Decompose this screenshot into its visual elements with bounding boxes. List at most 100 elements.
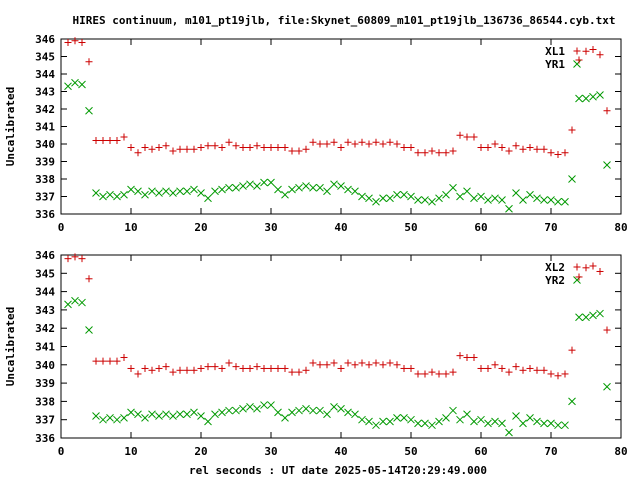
panel-1-series-1-point bbox=[519, 145, 527, 153]
panel-2-series-2-point bbox=[589, 311, 597, 320]
panel-1-series-1-point bbox=[596, 51, 604, 59]
panel-1-series-2-point bbox=[449, 183, 457, 192]
panel-2-series-1-point bbox=[596, 267, 604, 275]
panel-2-series-1-point bbox=[379, 361, 387, 369]
panel-2-series-1-point bbox=[197, 364, 205, 372]
panel-1-series-2-point bbox=[603, 161, 611, 169]
panel-2-legend-marker bbox=[573, 263, 581, 271]
panel-1-series-1-point bbox=[407, 144, 415, 151]
panel-2-series-2-point bbox=[456, 415, 464, 424]
panel-2-series-1-point bbox=[169, 368, 177, 376]
panel-2-series-2-point bbox=[274, 408, 282, 417]
panel-2-series-2-point bbox=[64, 300, 72, 309]
panel-2-series-1-point bbox=[533, 366, 541, 374]
panel-1-series-1-point bbox=[106, 137, 114, 144]
panel-1-series-1-point bbox=[204, 142, 212, 150]
panel-2-series-1-point bbox=[281, 364, 289, 372]
panel-2-series-1-point bbox=[183, 366, 191, 374]
panel-1-series-2-point bbox=[134, 187, 142, 196]
panel-1-series-2-point bbox=[106, 190, 114, 199]
panel-2-series-1-point bbox=[337, 364, 345, 372]
panel-1-series-1-point bbox=[351, 140, 359, 148]
panel-1-y-tick-label: 339 bbox=[35, 156, 55, 169]
panel-1-series-1-point bbox=[281, 144, 289, 151]
panel-2-series-2-point bbox=[554, 421, 562, 430]
panel-2-y-tick-label: 340 bbox=[35, 359, 55, 372]
panel-2-series-2-point bbox=[470, 417, 478, 426]
panel-1-series-2-point bbox=[141, 190, 149, 199]
panel-1-series-1-point bbox=[547, 149, 555, 157]
panel-1-series-1-point bbox=[477, 144, 485, 151]
panel-1-series-1-point bbox=[288, 147, 296, 155]
panel-1-series-1-point bbox=[603, 107, 611, 115]
panel-2-y-tick-label: 342 bbox=[35, 322, 55, 335]
panel-2-series-2-point bbox=[211, 410, 219, 419]
panel-2-series-1-point bbox=[582, 264, 590, 272]
panel-1-x-tick-label: 50 bbox=[404, 221, 417, 234]
panel-1-series-1-point bbox=[498, 144, 506, 151]
panel-1-series-1-point bbox=[71, 37, 79, 45]
panel-2-series-2-point bbox=[148, 410, 156, 419]
panel-2-series-1-point bbox=[568, 346, 576, 354]
panel-1-series-2-point bbox=[554, 197, 562, 206]
panel-1-series-1-point bbox=[386, 138, 394, 146]
panel-1-series-2-point bbox=[491, 194, 499, 203]
panel-2-series-1-point bbox=[344, 359, 352, 367]
panel-2-series-2-point bbox=[99, 415, 107, 424]
panel-1-series-2-point bbox=[428, 197, 436, 206]
panel-1-series-2-point bbox=[71, 78, 79, 87]
panel-2-series-2-point bbox=[113, 415, 121, 424]
panel-2-series-1-point bbox=[211, 363, 219, 371]
panel-1-series-2-point bbox=[596, 91, 604, 99]
panel-1-series-1-point bbox=[365, 140, 373, 148]
panel-1-series-1-point bbox=[295, 147, 303, 155]
panel-1-series-1-point bbox=[400, 144, 408, 151]
panel-1-series-1-point bbox=[414, 149, 422, 157]
panel-2-series-2-point bbox=[302, 404, 310, 413]
panel-2-series-2-point bbox=[540, 419, 548, 428]
panel-2-series-2-point bbox=[463, 410, 471, 419]
panel-1-series-2-point bbox=[379, 194, 387, 203]
panel-1-x-tick-label: 80 bbox=[614, 221, 627, 234]
panel-1-series-1-point bbox=[568, 126, 576, 134]
panel-2-series-1-point bbox=[575, 273, 583, 281]
panel-2-legend-label: XL2 bbox=[545, 261, 565, 274]
panel-1-series-2-point bbox=[393, 190, 401, 199]
panel-1-series-2-point bbox=[113, 192, 121, 201]
panel-2-series-1-point bbox=[540, 366, 548, 374]
panel-2-series-2-point bbox=[232, 406, 240, 415]
panel-1-series-1-point bbox=[267, 144, 275, 151]
panel-1-series-1-point bbox=[169, 147, 177, 155]
panel-1-series-2-point bbox=[323, 187, 331, 196]
panel-1-series-1-point bbox=[533, 145, 541, 153]
panel-2-series-1-point bbox=[225, 359, 233, 367]
panel-2-series-1-point bbox=[176, 366, 184, 374]
panel-1-series-2-point bbox=[526, 190, 534, 199]
panel-2-series-2-point bbox=[435, 417, 443, 426]
panel-2-series-2-point bbox=[449, 406, 457, 415]
panel-1-series-2-point bbox=[505, 204, 513, 213]
panel-2-series-2-point bbox=[162, 410, 170, 419]
panel-2-series-1-point bbox=[358, 359, 366, 367]
panel-2-series-1-point bbox=[302, 366, 310, 374]
panel-1-y-tick-label: 338 bbox=[35, 173, 55, 186]
panel-2-series-2-point bbox=[281, 414, 289, 422]
panel-1-series-1-point bbox=[582, 47, 590, 55]
panel-2-x-tick-label: 60 bbox=[474, 445, 487, 458]
panel-1-series-2-point bbox=[232, 183, 240, 192]
panel-2-series-2-point bbox=[526, 414, 534, 422]
panel-2-series-2-point bbox=[575, 313, 583, 322]
panel-1-x-tick-label: 20 bbox=[194, 221, 207, 234]
panel-1-series-2-point bbox=[85, 106, 93, 115]
panel-2-plot-frame bbox=[60, 254, 622, 439]
panel-1-series-1-point bbox=[491, 140, 499, 148]
panel-1-series-2-point bbox=[533, 194, 541, 203]
panel-1-series-2-point bbox=[547, 196, 555, 204]
panel-1-series-2-point bbox=[197, 189, 205, 197]
panel-2-series-1-point bbox=[365, 361, 373, 369]
panel-2-series-2-point bbox=[190, 408, 198, 417]
panel-2-series-2-point bbox=[491, 417, 499, 426]
panel-2-series-1-point bbox=[92, 357, 100, 365]
panel-2-series-2-point bbox=[582, 313, 590, 322]
panel-2-series-2-point bbox=[372, 421, 380, 430]
